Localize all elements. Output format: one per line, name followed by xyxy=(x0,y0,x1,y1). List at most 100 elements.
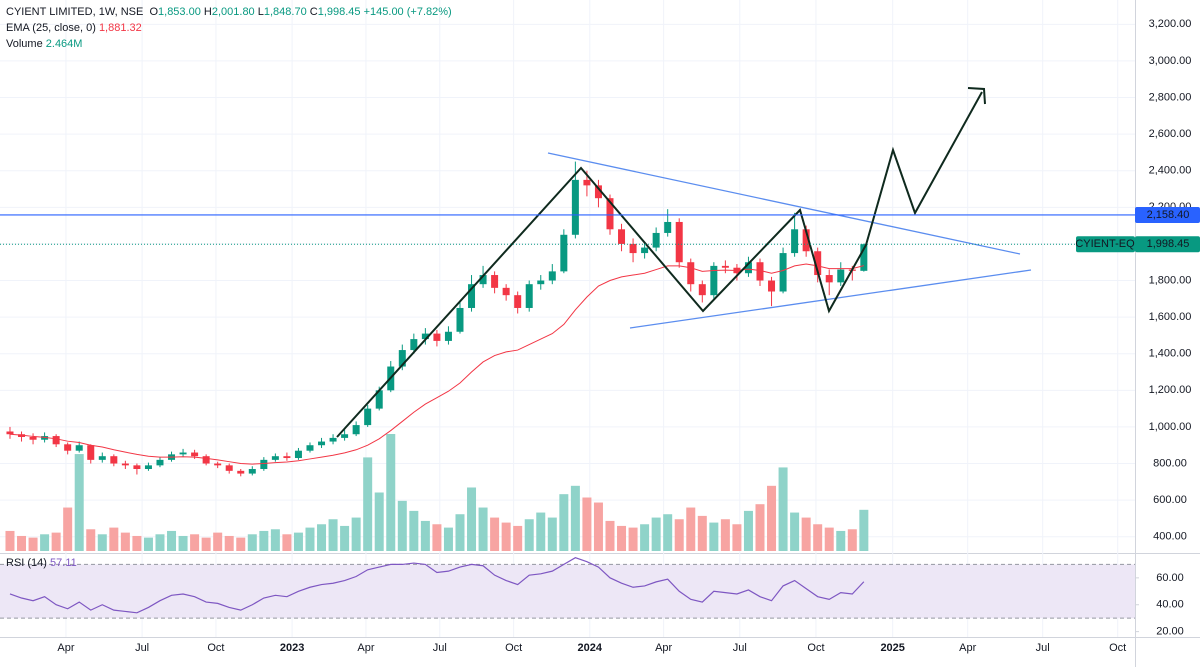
candle-body xyxy=(6,431,14,435)
volume-bar xyxy=(420,520,430,551)
candle-body xyxy=(721,265,729,268)
ohlc-value: 1,853.00 xyxy=(158,6,201,18)
candle-body xyxy=(479,275,487,285)
drawings xyxy=(336,87,1032,438)
candle-body xyxy=(41,436,49,440)
volume-bar xyxy=(63,507,73,551)
candle-body xyxy=(237,470,245,474)
x-tick-label: Apr xyxy=(655,642,672,654)
last-name-box xyxy=(1076,236,1135,253)
volume-bar xyxy=(674,519,684,551)
candle-body xyxy=(768,280,776,292)
legend: CYIENT LIMITED, 1W, NSE O1,853.00 H2,001… xyxy=(6,4,452,52)
volume-bar xyxy=(478,507,488,551)
volume-bar xyxy=(559,494,569,551)
upper-trendline xyxy=(547,152,1021,255)
candle-body xyxy=(560,234,568,272)
candle-body xyxy=(675,221,683,263)
volume-bar xyxy=(501,522,511,551)
volume-bar xyxy=(513,525,523,551)
candle-body xyxy=(664,221,672,233)
candle-body xyxy=(144,465,152,470)
y-tick-label: 1,800.00 xyxy=(1149,274,1192,286)
y-tick-label: 3,000.00 xyxy=(1149,55,1192,67)
volume-bar xyxy=(374,492,384,551)
volume-bar xyxy=(178,535,188,551)
legend-row: CYIENT LIMITED, 1W, NSE O1,853.00 H2,001… xyxy=(6,4,452,20)
candle-body xyxy=(433,333,441,341)
x-tick-label: Oct xyxy=(505,642,522,654)
candle-body xyxy=(191,452,199,457)
rsi-name: RSI (14) xyxy=(6,557,47,569)
rsi-legend: RSI (14) 57.11 xyxy=(6,557,77,569)
ema-name: EMA (25, close, 0) xyxy=(6,22,96,34)
y-tick-label: 1,000.00 xyxy=(1149,421,1192,433)
candle-body xyxy=(687,262,695,285)
volume-bar xyxy=(813,524,823,551)
candle-body xyxy=(548,271,556,281)
candle-body xyxy=(779,253,787,292)
rsi-value: 57.11 xyxy=(50,557,77,569)
candle-body xyxy=(352,425,360,435)
volume-bar xyxy=(201,537,211,551)
volume-bar xyxy=(317,524,327,551)
volume-bar xyxy=(340,525,350,551)
candle-body xyxy=(87,445,95,460)
volume-bar xyxy=(455,514,465,551)
volume-bar xyxy=(755,504,765,551)
candle-body xyxy=(375,390,383,409)
last-price-box xyxy=(1135,236,1200,253)
candle-body xyxy=(525,284,533,308)
candle-body xyxy=(64,444,72,451)
rsi-tick-label: 60.00 xyxy=(1156,572,1184,584)
volume-bar xyxy=(224,535,234,551)
volume-bar xyxy=(847,529,857,551)
volume-bar xyxy=(697,515,707,551)
candle-body xyxy=(121,463,129,466)
x-tick-label: Apr xyxy=(57,642,74,654)
candle-body xyxy=(214,463,222,466)
candle-body xyxy=(329,437,337,442)
candle-body xyxy=(710,265,718,296)
grid xyxy=(0,0,1135,637)
candle-body xyxy=(698,284,706,296)
volume-bar xyxy=(86,529,96,551)
volume-bar xyxy=(28,537,38,551)
x-tick-label: Oct xyxy=(807,642,824,654)
candle-body xyxy=(421,333,429,340)
volume-bar xyxy=(605,520,615,551)
rsi-tick-label: 20.00 xyxy=(1156,626,1184,638)
ema-line xyxy=(9,263,864,465)
volume-bar xyxy=(17,535,27,551)
volume-bar xyxy=(432,524,442,551)
y-tick-label: 1,200.00 xyxy=(1149,384,1192,396)
x-tick-label: 2025 xyxy=(880,642,904,654)
candle-body xyxy=(283,456,291,459)
candle-body xyxy=(271,456,279,460)
candle-body xyxy=(294,450,302,459)
change: +145.00 (+7.82%) xyxy=(363,6,452,18)
x-tick-label: Oct xyxy=(207,642,224,654)
volume-bar xyxy=(547,517,557,551)
volume-bar xyxy=(467,487,477,551)
volume-bar xyxy=(628,527,638,551)
volume-bar xyxy=(236,537,246,551)
volume-bar xyxy=(709,522,719,551)
volume-bar xyxy=(351,517,361,551)
volume-bar xyxy=(743,510,753,551)
candle-body xyxy=(491,275,499,288)
volume-bar xyxy=(443,527,453,551)
volume-bar xyxy=(790,512,800,551)
volume-bar xyxy=(305,527,315,551)
volume-bar xyxy=(328,519,338,551)
lower-trendline xyxy=(629,269,1032,329)
candle-body xyxy=(52,436,60,445)
volume-bar xyxy=(120,532,130,551)
candle-body xyxy=(652,232,660,248)
volume-bar xyxy=(524,519,534,551)
level-label-box xyxy=(1135,206,1200,223)
volume-bar xyxy=(143,537,153,551)
price-layer xyxy=(6,161,868,614)
